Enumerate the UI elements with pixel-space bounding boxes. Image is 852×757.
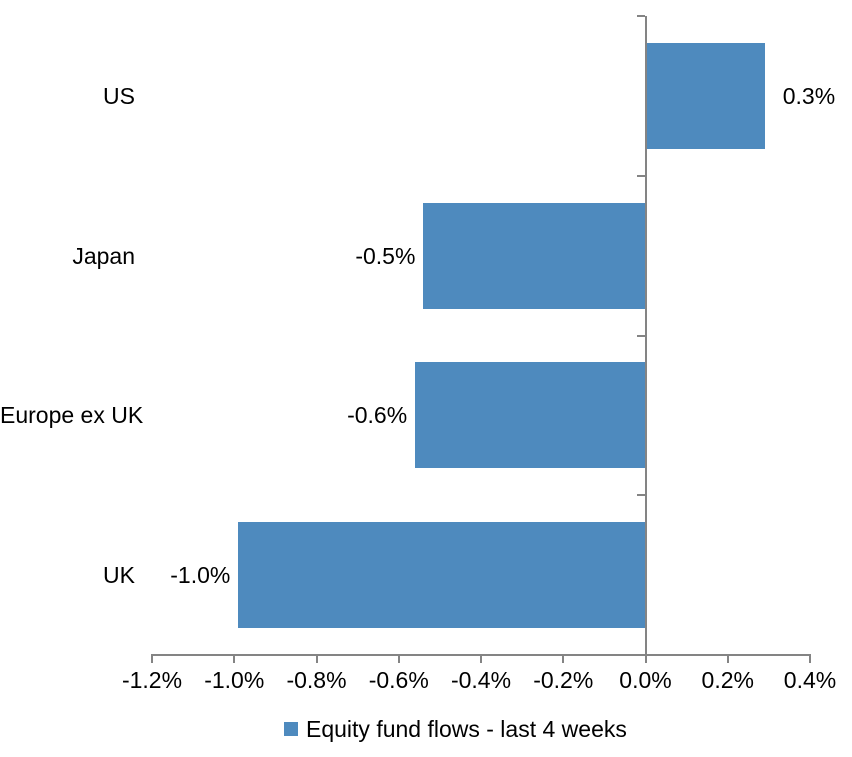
x-axis-tick-label: -0.4%	[450, 667, 512, 693]
category-label-uk: UK	[103, 562, 135, 589]
category-tick	[636, 494, 645, 497]
x-axis-tick	[397, 655, 400, 663]
x-axis-tick	[562, 655, 565, 663]
x-axis-tick-label: -0.8%	[286, 667, 347, 693]
value-label-europe-ex-uk: -0.6%	[347, 402, 408, 429]
x-axis-tick-label: -1.2%	[121, 667, 183, 693]
x-axis-tick	[151, 655, 153, 663]
value-label-uk: -1.0%	[170, 562, 231, 589]
category-tick	[636, 174, 645, 177]
category-tick	[636, 334, 645, 337]
category-label-europe-ex-uk: Europe ex UK	[0, 402, 144, 429]
bar-japan	[423, 202, 646, 309]
value-label-japan: -0.5%	[355, 242, 416, 269]
value-label-us: 0.3%	[782, 82, 836, 109]
legend-marker-square	[284, 722, 298, 736]
legend-label: Equity fund flows - last 4 weeks	[306, 716, 627, 742]
bar-us	[645, 42, 765, 149]
category-label-japan: Japan	[72, 242, 135, 269]
x-axis-tick	[809, 655, 811, 663]
legend: Equity fund flows - last 4 weeks	[284, 714, 627, 744]
zero-axis-line	[644, 16, 647, 655]
bar-uk	[238, 522, 646, 629]
category-tick	[636, 654, 645, 656]
x-axis-tick-label: -0.6%	[368, 667, 429, 693]
x-axis-tick	[315, 655, 318, 663]
x-axis-tick	[726, 655, 729, 663]
x-axis-tick-label: -0.2%	[533, 667, 594, 693]
x-axis-tick-label: 0.4%	[783, 667, 837, 693]
x-axis-tick-label: 0.2%	[701, 667, 754, 693]
x-axis-tick	[233, 655, 236, 663]
x-axis-tick-label: 0.0%	[619, 667, 672, 693]
bar-europe-ex-uk	[415, 362, 646, 469]
x-axis-tick	[644, 655, 647, 663]
x-axis-tick-label: -1.0%	[204, 667, 265, 693]
category-label-us: US	[103, 82, 135, 109]
x-axis-tick	[480, 655, 482, 663]
category-tick	[636, 15, 645, 17]
